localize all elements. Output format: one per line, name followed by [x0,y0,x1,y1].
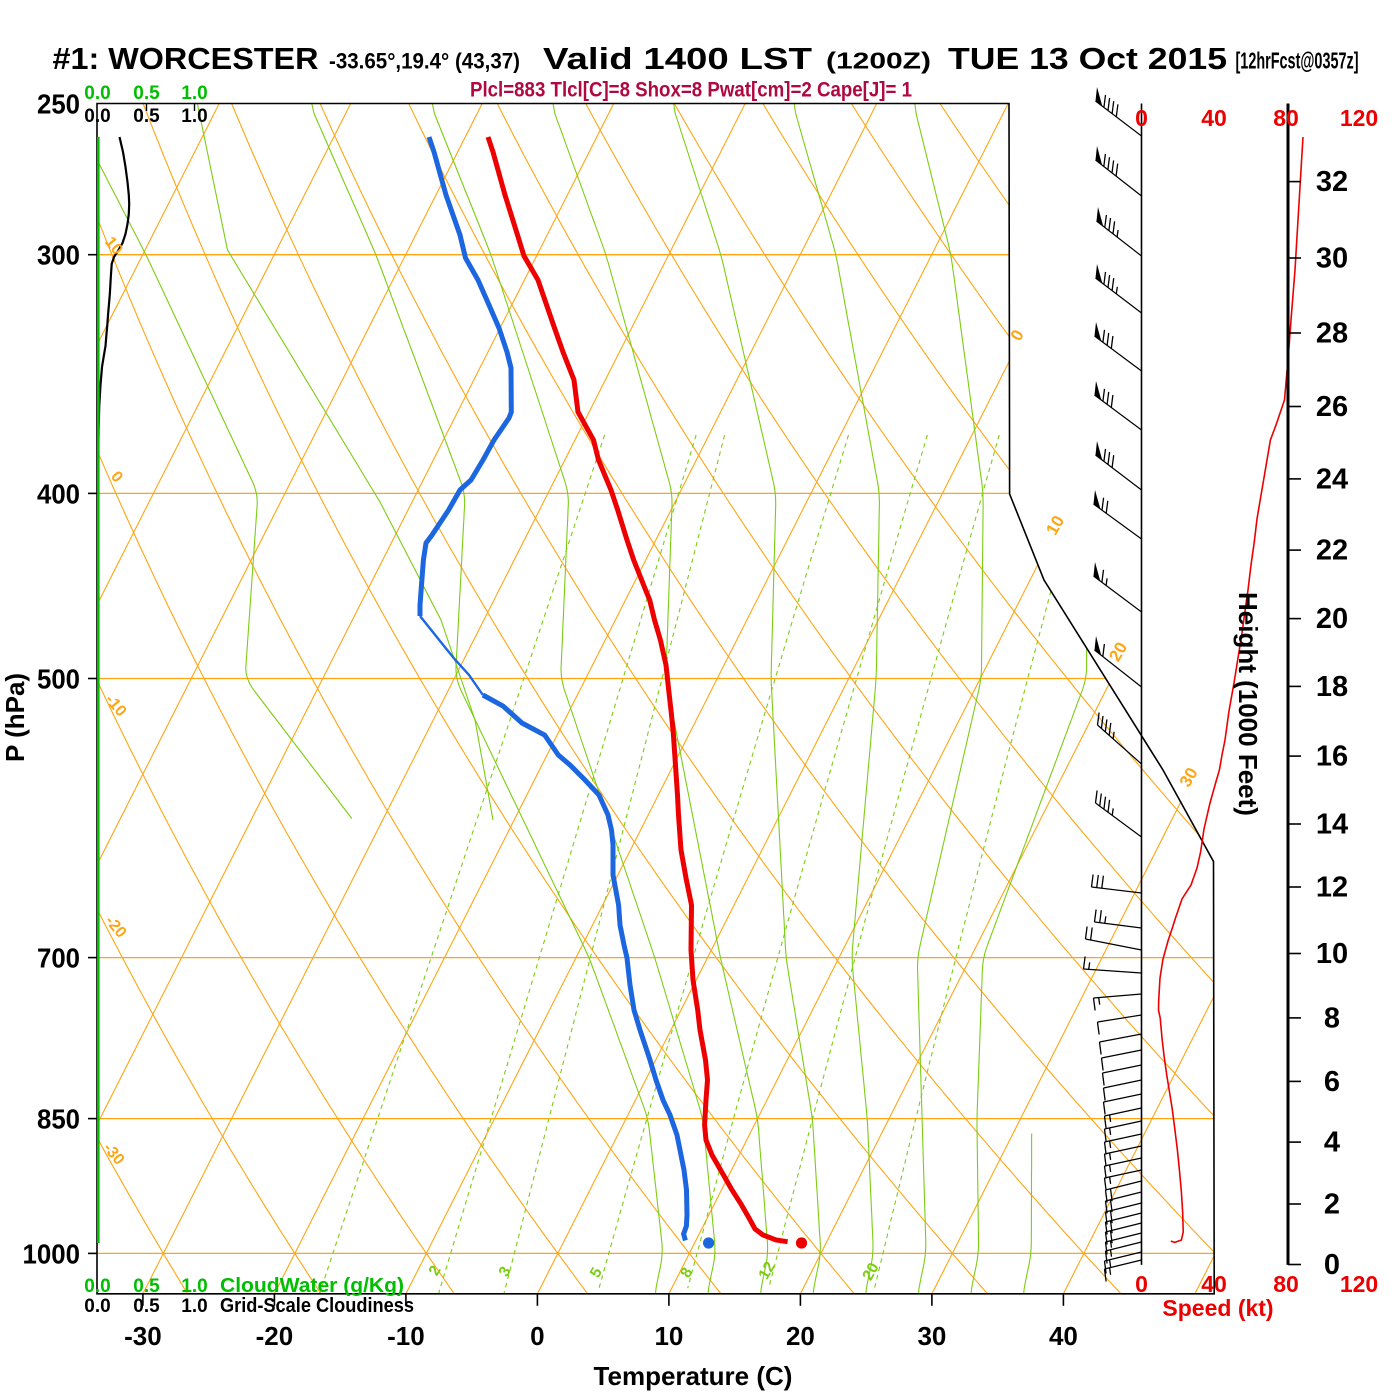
svg-text:#1: WORCESTER: #1: WORCESTER [53,41,319,76]
svg-text:1.0: 1.0 [181,83,207,104]
svg-text:14: 14 [1316,809,1348,841]
svg-text:8: 8 [1324,1002,1340,1034]
svg-text:40: 40 [1201,105,1227,131]
svg-text:30: 30 [917,1321,946,1351]
svg-text:Plcl=883 Tlcl[C]=8 Shox=8 Pwat: Plcl=883 Tlcl[C]=8 Shox=8 Pwat[cm]=2 Cap… [470,79,912,102]
svg-text:0.5: 0.5 [133,83,160,104]
svg-text:P (hPa): P (hPa) [0,673,30,762]
svg-text:500: 500 [37,664,80,695]
svg-text:18: 18 [1316,671,1348,703]
svg-text:120: 120 [1340,105,1378,131]
svg-text:0.0: 0.0 [84,1296,110,1317]
svg-text:Speed (kt): Speed (kt) [1162,1295,1273,1321]
svg-text:[12hrFcst@0357z]: [12hrFcst@0357z] [1236,48,1359,74]
svg-text:0.0: 0.0 [84,83,110,104]
svg-text:22: 22 [1316,535,1348,567]
svg-text:120: 120 [1340,1271,1378,1297]
svg-text:40: 40 [1049,1321,1078,1351]
svg-text:400: 400 [37,478,80,509]
svg-text:10: 10 [654,1321,683,1351]
svg-text:4: 4 [1324,1127,1340,1159]
svg-text:12: 12 [1316,872,1348,904]
svg-text:12: 12 [756,1259,779,1282]
svg-text:20: 20 [786,1321,815,1351]
svg-text:0: 0 [1135,105,1148,131]
svg-text:0: 0 [1324,1249,1340,1281]
svg-text:2: 2 [1324,1189,1340,1221]
svg-text:6: 6 [1324,1066,1340,1098]
svg-text:-30: -30 [124,1321,162,1351]
svg-text:0.5: 0.5 [133,106,160,127]
svg-text:1.0: 1.0 [181,106,207,127]
svg-text:24: 24 [1316,463,1348,495]
svg-text:20: 20 [859,1260,882,1283]
svg-text:0.5: 0.5 [133,1276,160,1297]
svg-text:0.0: 0.0 [84,1276,110,1297]
svg-text:10: 10 [1316,938,1348,970]
svg-text:-33.65°,19.4° (43,37): -33.65°,19.4° (43,37) [329,49,520,74]
svg-text:700: 700 [37,943,80,974]
svg-text:Temperature (C): Temperature (C) [594,1361,793,1391]
svg-text:0.0: 0.0 [84,106,110,127]
svg-text:16: 16 [1316,741,1348,773]
svg-text:Height (1000 Feet): Height (1000 Feet) [1233,592,1263,816]
svg-text:26: 26 [1316,391,1348,423]
svg-text:30: 30 [1316,243,1348,275]
svg-text:0: 0 [1135,1271,1148,1297]
svg-text:80: 80 [1273,105,1299,131]
svg-text:1000: 1000 [23,1238,81,1269]
svg-text:1.0: 1.0 [181,1276,207,1297]
svg-text:-10: -10 [387,1321,425,1351]
svg-text:0: 0 [530,1321,544,1351]
svg-text:300: 300 [37,240,80,271]
svg-text:20: 20 [1316,603,1348,635]
svg-text:850: 850 [37,1104,80,1135]
svg-text:250: 250 [37,89,80,120]
svg-text:28: 28 [1316,318,1348,350]
svg-text:80: 80 [1273,1271,1299,1297]
svg-text:TUE 13 Oct 2015: TUE 13 Oct 2015 [948,41,1227,76]
svg-text:-20: -20 [256,1321,294,1351]
svg-text:0.5: 0.5 [133,1296,160,1317]
svg-text:32: 32 [1316,166,1348,198]
svg-text:CloudWater (g/Kg): CloudWater (g/Kg) [220,1275,404,1297]
svg-text:1.0: 1.0 [181,1296,207,1317]
svg-text:40: 40 [1201,1271,1227,1297]
svg-text:(1200Z): (1200Z) [826,48,931,74]
svg-text:Valid 1400 LST: Valid 1400 LST [543,41,812,76]
svg-text:Grid-Scale Cloudiness: Grid-Scale Cloudiness [220,1295,414,1317]
